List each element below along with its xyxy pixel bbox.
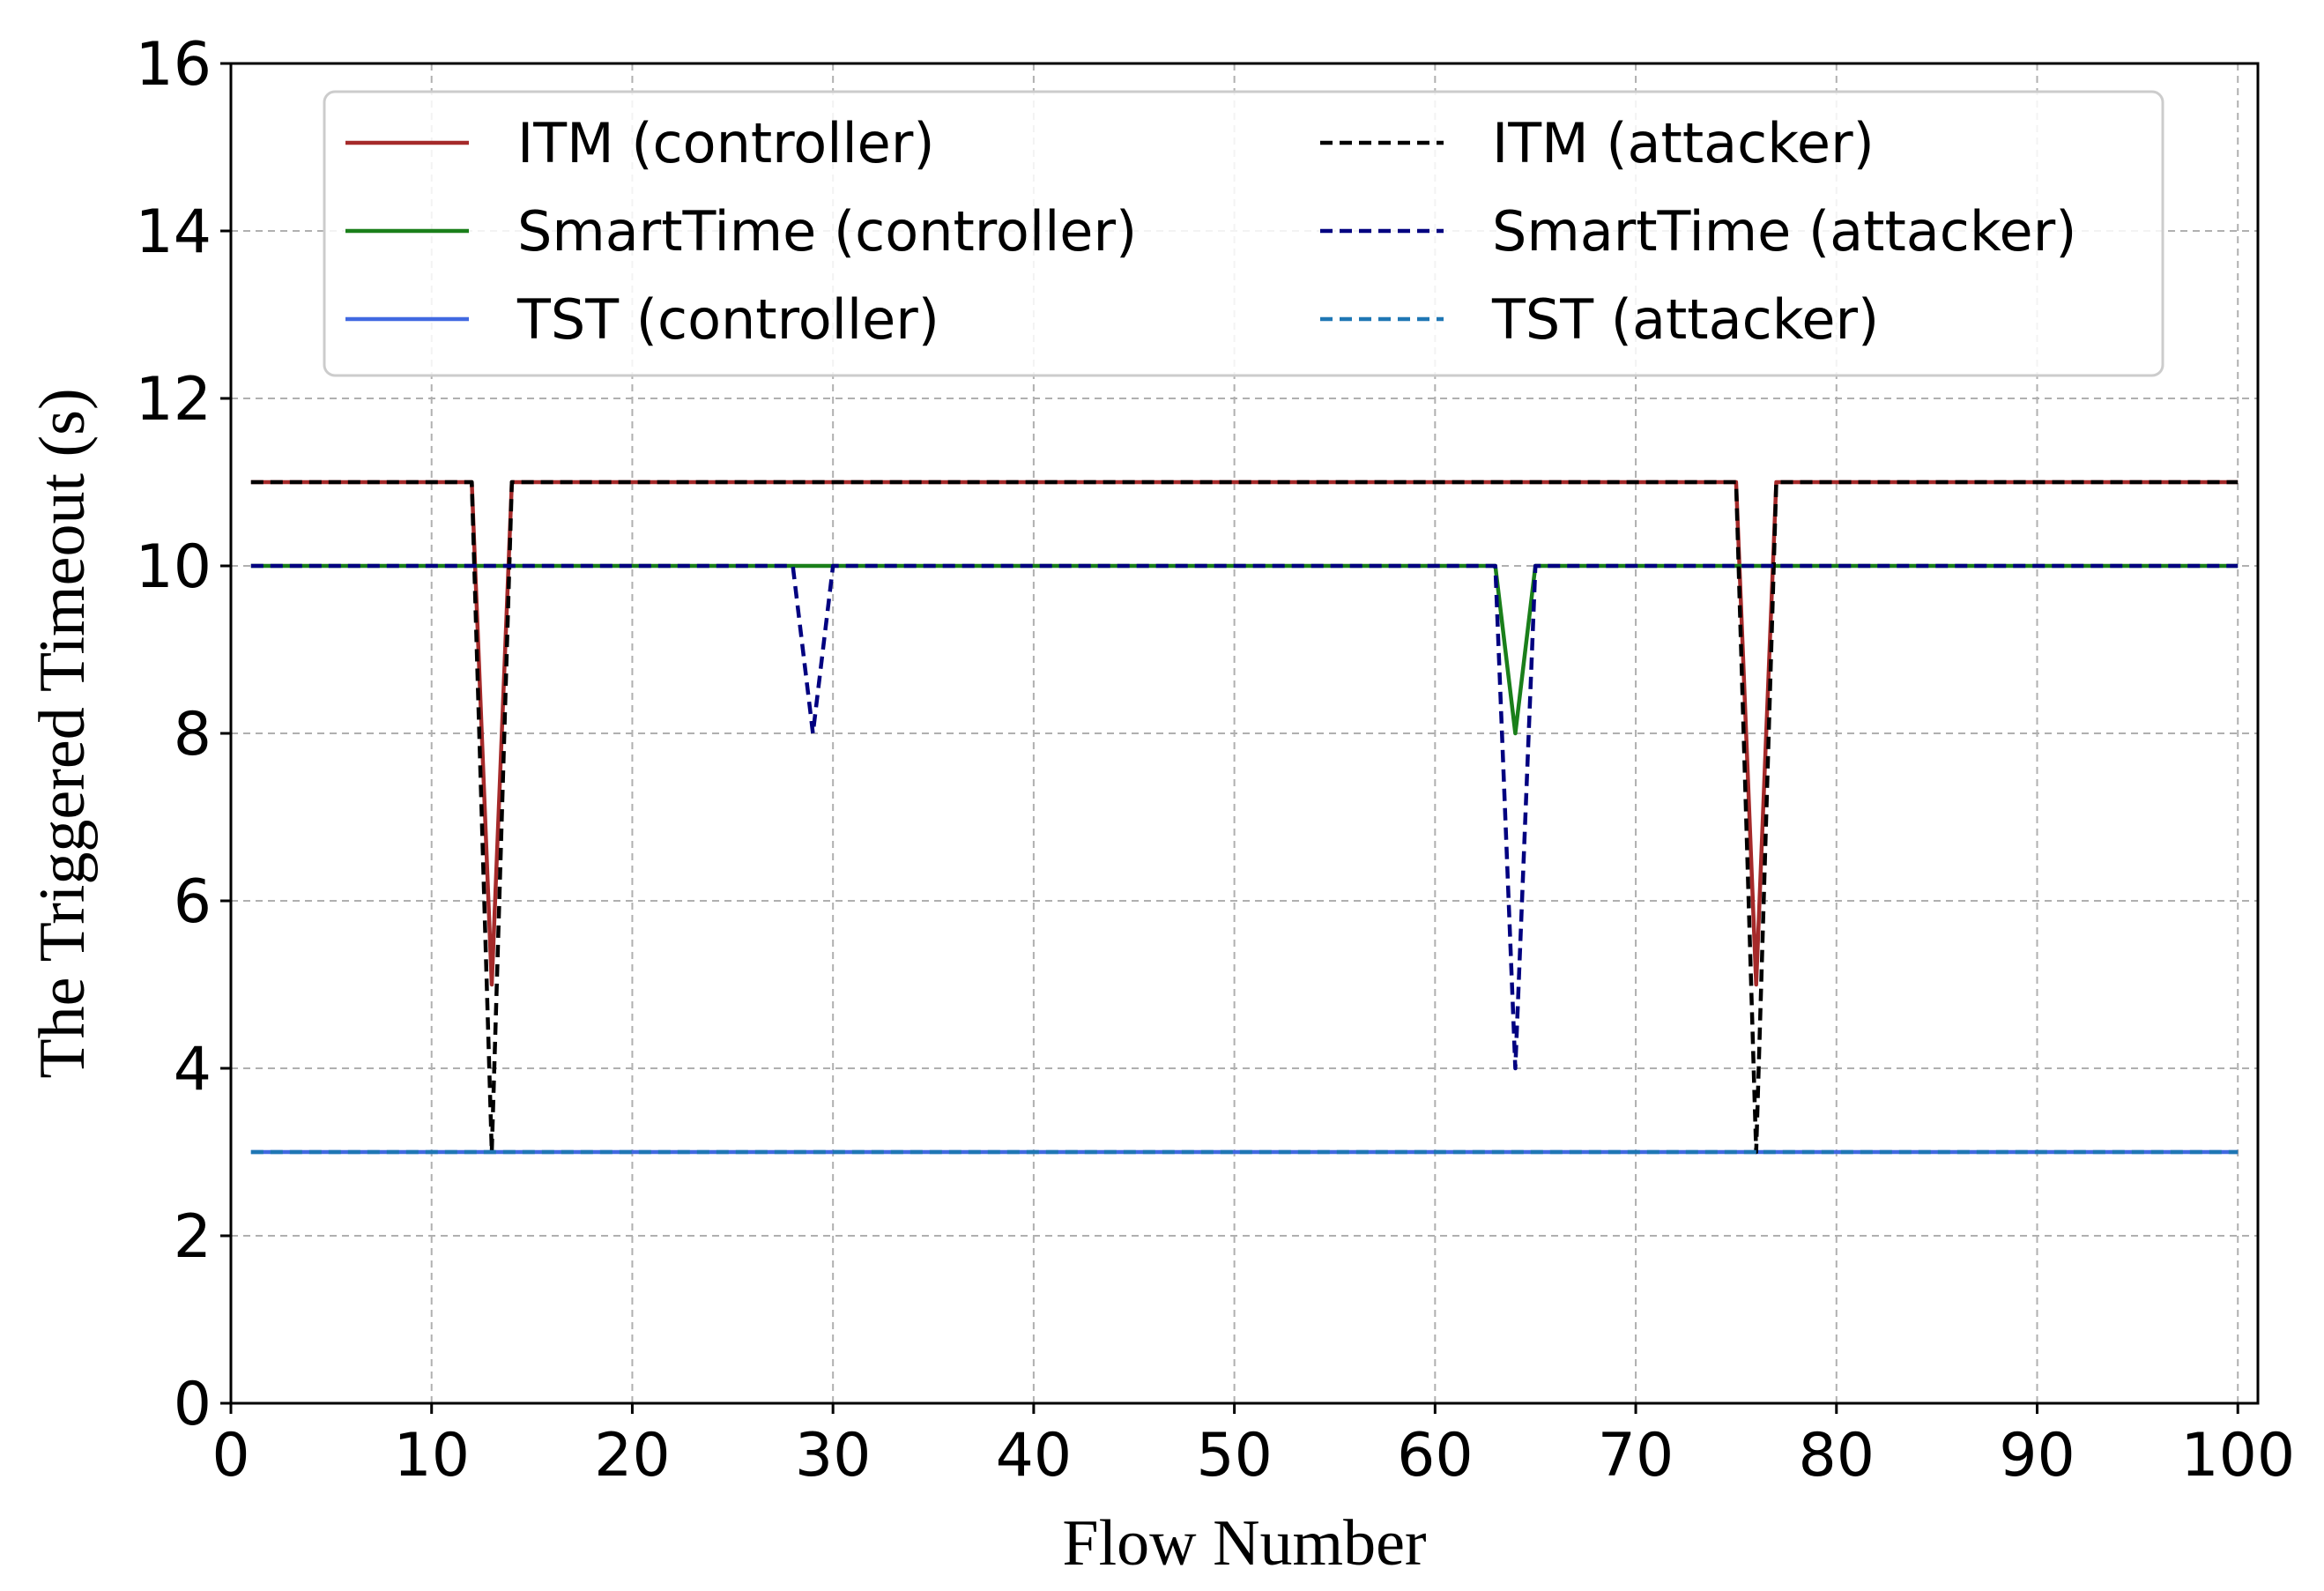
series-line-itm-attacker	[250, 480, 2239, 1155]
x-tick-label: 80	[1799, 1421, 1875, 1491]
x-tick-label: 90	[1999, 1421, 2075, 1491]
y-tick-label: 10	[135, 532, 212, 602]
legend-entry: ITM (attacker)	[1492, 111, 1875, 175]
x-tick-label: 40	[996, 1421, 1073, 1491]
legend-entry: TST (controller)	[516, 287, 939, 352]
series-line-smarttime-controller	[250, 563, 2239, 736]
legend-entry: SmartTime (attacker)	[1492, 199, 2076, 264]
legend-entry: TST (attacker)	[1491, 287, 1879, 352]
y-axis: 0 2 4 6 8 10 12 14 16	[135, 30, 231, 1439]
legend-entry: SmartTime (controller)	[517, 199, 1137, 264]
x-tick-label: 70	[1598, 1421, 1674, 1491]
y-tick-label: 12	[135, 365, 212, 435]
x-tick-label: 20	[594, 1421, 671, 1491]
x-tick-label: 0	[212, 1421, 249, 1491]
x-tick-label: 30	[795, 1421, 872, 1491]
y-tick-label: 8	[174, 700, 212, 769]
x-tick-label: 100	[2180, 1421, 2295, 1491]
y-axis-label: The Triggered Timeout (s)	[26, 388, 99, 1078]
series-line-smarttime-attacker	[250, 563, 2239, 1071]
y-tick-label: 14	[135, 197, 212, 267]
y-tick-label: 16	[135, 30, 212, 100]
y-tick-label: 2	[174, 1202, 212, 1272]
y-tick-label: 6	[174, 867, 212, 937]
y-tick-label: 0	[174, 1370, 212, 1439]
y-tick-label: 4	[174, 1035, 212, 1104]
legend: ITM (controller) SmartTime (controller) TS…	[323, 90, 2164, 377]
series-layer	[250, 480, 2239, 1155]
x-axis: 0 10 20 30 40 50 60 70 80 90 100	[212, 1403, 2295, 1491]
x-tick-label: 10	[393, 1421, 470, 1491]
legend-entry: ITM (controller)	[517, 111, 935, 175]
x-tick-label: 60	[1397, 1421, 1474, 1491]
x-axis-label: Flow Number	[1062, 1507, 1426, 1580]
legend-box	[323, 90, 2164, 377]
x-tick-label: 50	[1196, 1421, 1273, 1491]
